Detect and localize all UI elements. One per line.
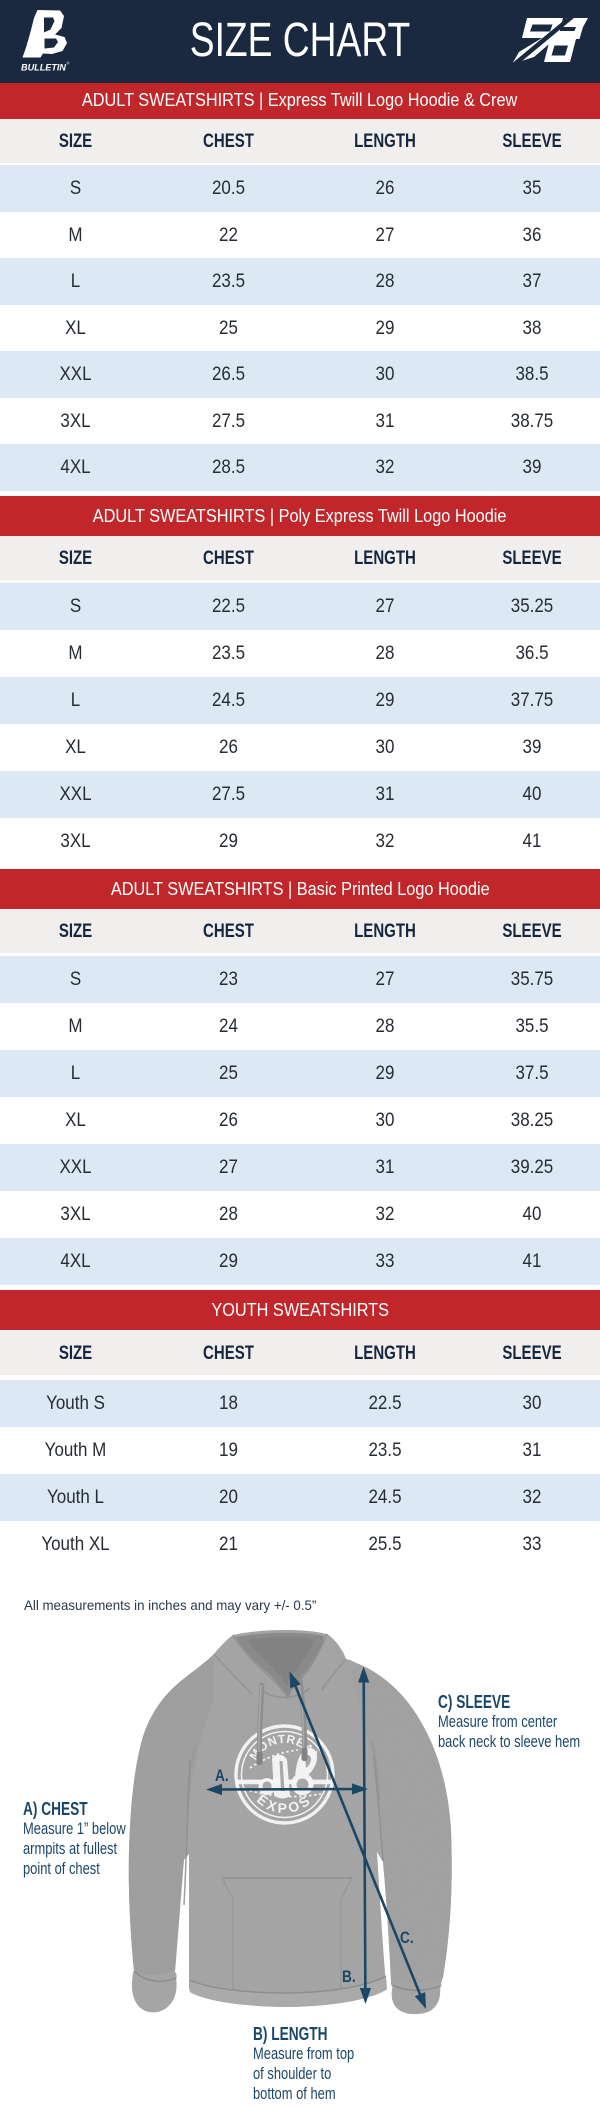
svg-text:BULLETIN: BULLETIN — [21, 63, 67, 73]
svg-text:®: ® — [67, 61, 70, 66]
